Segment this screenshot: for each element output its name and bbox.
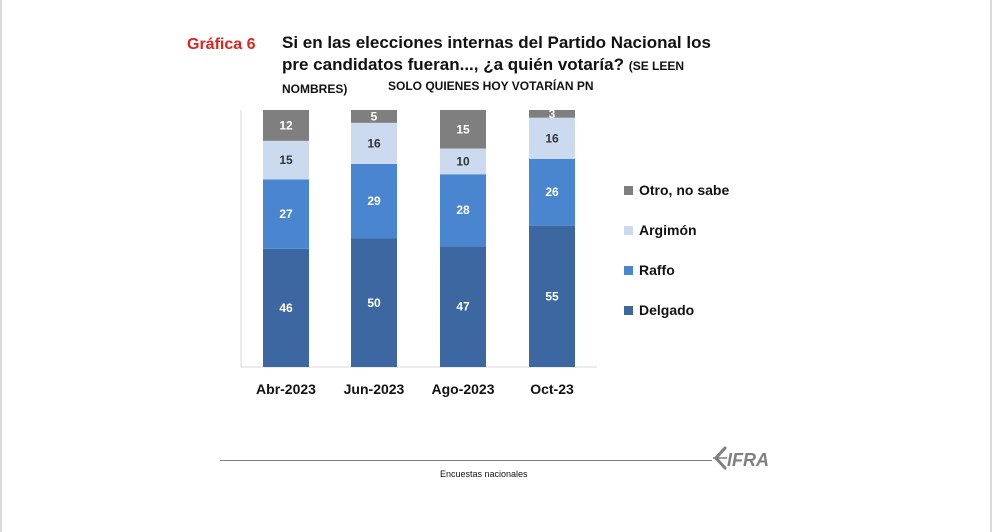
data-label-delgado-oct-23: 55 — [545, 289, 559, 303]
bar-delgado-ago-2023 — [440, 246, 486, 367]
data-label-delgado-ago-2023: 47 — [456, 300, 470, 314]
bar-argimon-oct-23 — [529, 117, 575, 159]
data-label-otro-no-sabe-ago-2023: 15 — [456, 122, 470, 136]
chart-title-note: (SE LEEN NOMBRES) — [282, 59, 685, 96]
bar-raffo-oct-23 — [529, 158, 575, 226]
frame-left — [0, 0, 2, 532]
chart-title-main: Si en las elecciones internas del Partid… — [282, 33, 711, 74]
bar-argimon-abr-2023 — [263, 140, 309, 180]
legend-label-delgado: Delgado — [639, 302, 695, 318]
bar-delgado-jun-2023 — [351, 238, 397, 367]
x-tick-label-ago-2023: Ago-2023 — [431, 381, 494, 397]
x-tick-label-jun-2023: Jun-2023 — [344, 381, 405, 397]
data-label-otro-no-sabe-jun-2023: 5 — [371, 109, 378, 123]
bar-delgado-oct-23 — [529, 225, 575, 367]
bar-raffo-ago-2023 — [440, 174, 486, 247]
legend-item-delgado: Delgado — [624, 290, 729, 330]
bar-argimon-jun-2023 — [351, 122, 397, 164]
x-tick-label-abr-2023: Abr-2023 — [256, 381, 316, 397]
data-label-raffo-jun-2023: 29 — [367, 194, 381, 208]
chart-legend: Otro, no sabe Argimón Raffo Delgado — [624, 170, 729, 330]
data-label-otro-no-sabe-abr-2023: 12 — [279, 118, 293, 132]
bar-raffo-jun-2023 — [351, 163, 397, 239]
data-label-argimon-oct-23: 16 — [545, 131, 559, 145]
bar-argimon-ago-2023 — [440, 148, 486, 175]
data-label-argimon-abr-2023: 15 — [279, 153, 293, 167]
legend-label-argimon: Argimón — [639, 222, 697, 238]
x-tick-label-oct-23: Oct-23 — [530, 381, 574, 397]
data-label-otro-no-sabe-oct-23: 3 — [549, 107, 556, 121]
legend-label-raffo: Raffo — [639, 262, 675, 278]
footer-source: Encuestas nacionales — [440, 469, 528, 479]
bar-otro-no-sabe-oct-23 — [529, 110, 575, 118]
data-label-raffo-oct-23: 26 — [545, 185, 559, 199]
legend-swatch-delgado — [624, 305, 633, 315]
bar-otro-no-sabe-ago-2023 — [440, 110, 486, 149]
data-label-delgado-jun-2023: 50 — [367, 296, 381, 310]
data-label-argimon-jun-2023: 16 — [367, 136, 381, 150]
data-label-raffo-ago-2023: 28 — [456, 203, 470, 217]
svg-text:IFRA: IFRA — [727, 450, 769, 470]
chart-subtitle: SOLO QUIENES HOY VOTARÍAN PN — [388, 79, 594, 93]
legend-label-otro-no-sabe: Otro, no sabe — [639, 182, 730, 198]
footer-divider — [220, 460, 712, 461]
data-label-delgado-abr-2023: 46 — [279, 301, 293, 315]
data-label-argimon-ago-2023: 10 — [456, 154, 470, 168]
legend-swatch-argimon — [624, 225, 633, 235]
bar-otro-no-sabe-jun-2023 — [351, 110, 397, 123]
frame-right — [990, 0, 992, 532]
bar-delgado-abr-2023 — [263, 248, 309, 367]
data-label-raffo-abr-2023: 27 — [279, 207, 293, 221]
legend-item-otro-no-sabe: Otro, no sabe — [624, 170, 729, 210]
legend-swatch-raffo — [624, 265, 633, 275]
legend-swatch-otro-no-sabe — [624, 185, 633, 195]
figure-label: Gráfica 6 — [187, 36, 256, 53]
cifra-logo: IFRA — [713, 446, 769, 470]
bar-raffo-abr-2023 — [263, 179, 309, 249]
legend-item-argimon: Argimón — [624, 210, 729, 250]
bar-otro-no-sabe-abr-2023 — [263, 110, 309, 141]
legend-item-raffo: Raffo — [624, 250, 729, 290]
chart-title: Si en las elecciones internas del Partid… — [282, 32, 742, 100]
